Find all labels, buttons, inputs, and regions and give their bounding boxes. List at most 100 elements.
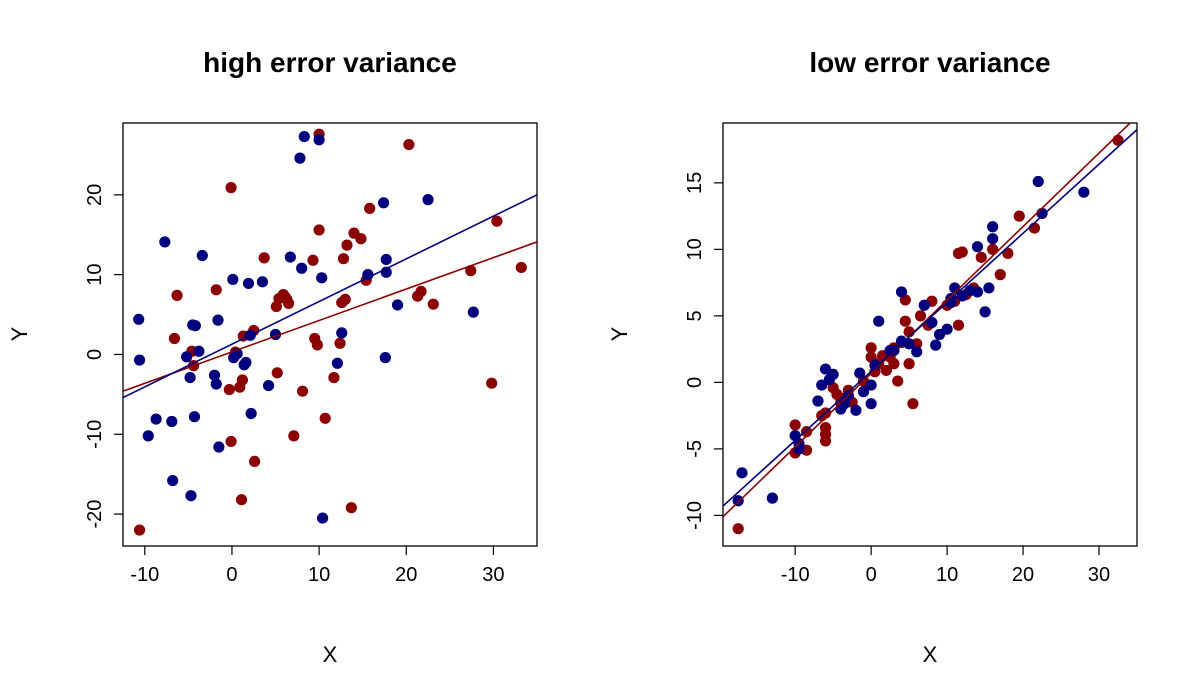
data-point bbox=[235, 494, 248, 506]
y-tick-label: -10 bbox=[684, 501, 706, 530]
data-point bbox=[345, 502, 357, 514]
fit-line bbox=[123, 194, 537, 399]
x-tick-label: -10 bbox=[130, 564, 159, 586]
y-tick-label: 10 bbox=[684, 238, 706, 260]
chart-title: low error variance bbox=[809, 47, 1050, 78]
data-point bbox=[895, 286, 908, 298]
data-point bbox=[328, 371, 340, 384]
data-point bbox=[865, 379, 877, 391]
data-point bbox=[212, 314, 224, 326]
data-point bbox=[337, 253, 350, 265]
data-point bbox=[819, 422, 832, 434]
data-point bbox=[865, 398, 877, 410]
data-point bbox=[850, 404, 862, 416]
data-point bbox=[313, 224, 325, 236]
data-point bbox=[240, 356, 252, 369]
y-tick-label: -20 bbox=[84, 500, 106, 529]
fit-line bbox=[723, 123, 1132, 518]
data-point bbox=[854, 367, 866, 379]
data-point bbox=[987, 243, 999, 255]
data-point bbox=[210, 284, 222, 296]
data-point bbox=[311, 339, 323, 351]
data-point bbox=[987, 221, 999, 233]
data-point bbox=[294, 152, 306, 164]
data-point bbox=[196, 249, 208, 262]
data-point bbox=[793, 443, 805, 455]
y-axis-label: Y bbox=[607, 326, 632, 341]
data-point bbox=[167, 474, 179, 487]
data-point bbox=[341, 239, 353, 251]
data-point bbox=[313, 134, 325, 146]
data-point bbox=[331, 357, 344, 369]
axes: -10 0 10 20 30 -20 -10 0 10 20 bbox=[84, 184, 505, 586]
data-point bbox=[319, 412, 331, 424]
data-point bbox=[903, 358, 915, 370]
chart-title: high error variance bbox=[203, 47, 457, 78]
data-point bbox=[362, 269, 374, 281]
x-tick-label: 10 bbox=[936, 564, 958, 586]
data-point bbox=[159, 236, 171, 248]
x-tick-label: 20 bbox=[1012, 564, 1034, 586]
data-point bbox=[189, 320, 201, 332]
y-axis-label: Y bbox=[7, 326, 32, 341]
data-point bbox=[193, 345, 205, 357]
y-tick-label: 0 bbox=[684, 377, 706, 388]
data-point bbox=[208, 369, 221, 381]
data-point bbox=[355, 233, 367, 245]
data-point bbox=[994, 269, 1006, 281]
data-point bbox=[316, 512, 329, 524]
data-point bbox=[515, 261, 527, 274]
data-point bbox=[907, 398, 919, 410]
data-point bbox=[296, 385, 309, 397]
data-point bbox=[378, 197, 390, 209]
data-point bbox=[880, 364, 892, 377]
data-point bbox=[766, 492, 778, 504]
y-tick-label: 20 bbox=[84, 184, 106, 206]
data-point bbox=[166, 415, 178, 428]
plot-frame bbox=[722, 122, 1138, 547]
data-point bbox=[184, 371, 196, 384]
data-point bbox=[133, 524, 146, 536]
data-point bbox=[236, 374, 249, 386]
data-point bbox=[133, 313, 145, 325]
x-tick-label: 30 bbox=[482, 564, 504, 586]
data-point bbox=[812, 395, 824, 407]
y-tick-label: -10 bbox=[84, 420, 106, 449]
data-point bbox=[210, 378, 222, 390]
data-point bbox=[736, 467, 748, 479]
data-point bbox=[258, 252, 270, 264]
data-point bbox=[336, 327, 348, 339]
data-point bbox=[491, 215, 503, 227]
data-point bbox=[364, 202, 376, 214]
data-point bbox=[307, 254, 319, 266]
data-point bbox=[983, 282, 995, 294]
x-tick-label: 10 bbox=[308, 564, 330, 586]
y-tick-label: 10 bbox=[84, 264, 106, 286]
data-point bbox=[1013, 210, 1025, 222]
data-point bbox=[181, 351, 193, 363]
fit-line bbox=[123, 241, 537, 392]
data-point bbox=[298, 130, 310, 143]
data-point bbox=[918, 299, 930, 311]
data-point bbox=[1032, 175, 1044, 188]
fit-line bbox=[723, 129, 1137, 507]
x-tick-label: 0 bbox=[226, 564, 237, 586]
data-point bbox=[987, 233, 999, 245]
data-point bbox=[142, 430, 154, 442]
data-point bbox=[283, 297, 295, 309]
panel-high-error-variance: high error variance X Y -10 0 10 20 30 -20 -10… bbox=[7, 47, 538, 667]
data-point bbox=[284, 251, 296, 263]
data-point bbox=[732, 495, 744, 507]
data-point bbox=[1002, 247, 1014, 259]
data-point bbox=[379, 352, 391, 364]
x-axis-label: X bbox=[323, 642, 338, 667]
data-point bbox=[486, 377, 498, 389]
data-point bbox=[865, 342, 877, 354]
data-point bbox=[732, 523, 744, 535]
data-point bbox=[316, 272, 328, 284]
data-point bbox=[911, 346, 923, 358]
data-point bbox=[888, 358, 900, 370]
data-point bbox=[914, 310, 927, 322]
plot-frame bbox=[122, 122, 538, 547]
